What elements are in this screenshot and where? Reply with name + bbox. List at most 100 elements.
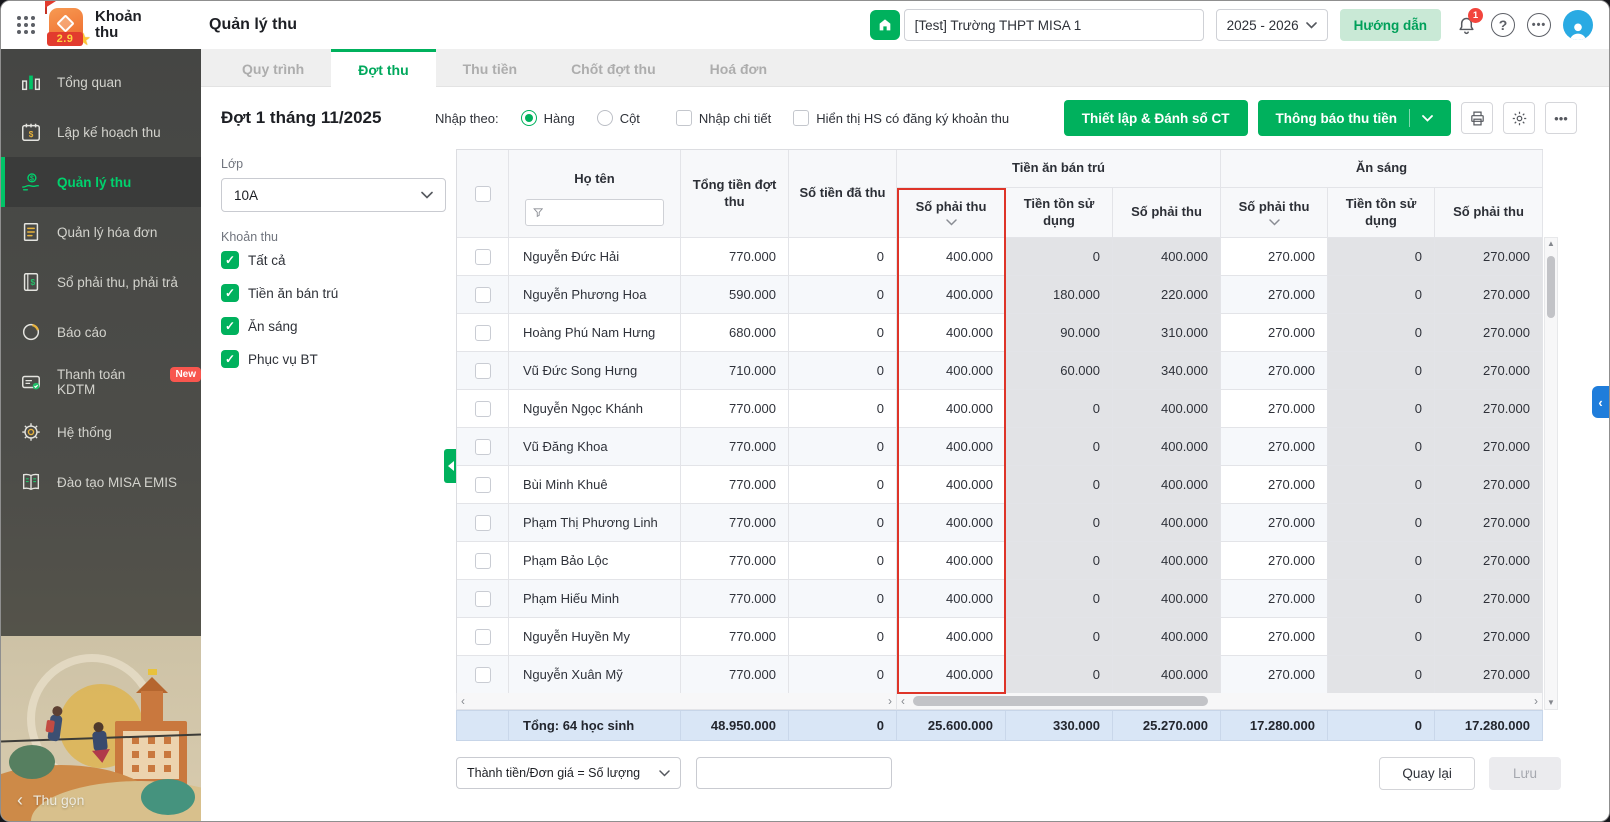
- tab-1[interactable]: Đợt thu: [331, 49, 436, 87]
- name-filter-box[interactable]: [525, 199, 664, 226]
- horizontal-scrollbar[interactable]: ‹ › ‹ ›: [456, 693, 1543, 710]
- amount-cell[interactable]: 270.000: [1221, 618, 1328, 656]
- sub-header-0-0[interactable]: Số phải thu: [897, 188, 1006, 238]
- row-checkbox[interactable]: [474, 400, 491, 417]
- scroll-right-icon[interactable]: ›: [1534, 694, 1538, 708]
- row-checkbox[interactable]: [474, 438, 491, 455]
- guide-button[interactable]: Hướng dẫn: [1339, 9, 1441, 41]
- sidebar-item-3[interactable]: Quản lý hóa đơn: [1, 207, 201, 257]
- settings-button[interactable]: [1503, 102, 1535, 134]
- sidebar-item-6[interactable]: Thanh toán KDTM New: [1, 357, 201, 407]
- amount-cell[interactable]: 270.000: [1221, 428, 1328, 466]
- amount-cell[interactable]: 770.000: [681, 618, 789, 656]
- scroll-down-icon[interactable]: ▼: [1547, 698, 1555, 707]
- amount-cell[interactable]: 400.000: [897, 580, 1006, 618]
- amount-cell[interactable]: 770.000: [681, 428, 789, 466]
- vertical-scrollbar[interactable]: ▲ ▼: [1544, 237, 1558, 710]
- scroll-up-icon[interactable]: ▲: [1547, 239, 1555, 248]
- amount-cell[interactable]: 400.000: [897, 504, 1006, 542]
- amount-cell[interactable]: 270.000: [1221, 656, 1328, 694]
- amount-cell[interactable]: 770.000: [681, 466, 789, 504]
- scroll-left-icon[interactable]: ‹: [461, 694, 465, 708]
- amount-cell[interactable]: 0: [789, 504, 897, 542]
- amount-cell[interactable]: 0: [789, 314, 897, 352]
- amount-cell[interactable]: 0: [789, 656, 897, 694]
- formula-selector[interactable]: Thành tiền/Đơn giá = Số lượng: [456, 757, 681, 789]
- amount-cell[interactable]: 270.000: [1221, 466, 1328, 504]
- sidebar-item-1[interactable]: $ Lập kế hoạch thu: [1, 107, 201, 157]
- sidebar-item-7[interactable]: Hệ thống: [1, 407, 201, 457]
- row-checkbox[interactable]: [474, 628, 491, 645]
- row-checkbox[interactable]: [474, 590, 491, 607]
- row-checkbox[interactable]: [474, 514, 491, 531]
- amount-cell[interactable]: 770.000: [681, 390, 789, 428]
- amount-cell[interactable]: 270.000: [1221, 276, 1328, 314]
- amount-cell[interactable]: 400.000: [897, 656, 1006, 694]
- amount-cell[interactable]: 0: [789, 352, 897, 390]
- amount-cell[interactable]: 770.000: [681, 542, 789, 580]
- row-checkbox[interactable]: [474, 666, 491, 683]
- radio-rows[interactable]: Hàng: [520, 110, 575, 126]
- amount-cell[interactable]: 400.000: [897, 542, 1006, 580]
- notify-payment-button[interactable]: Thông báo thu tiền: [1257, 100, 1451, 136]
- amount-cell[interactable]: 710.000: [681, 352, 789, 390]
- row-checkbox[interactable]: [474, 286, 491, 303]
- amount-cell[interactable]: 770.000: [681, 238, 789, 276]
- class-selector[interactable]: 10A: [221, 178, 446, 212]
- amount-cell[interactable]: 270.000: [1221, 238, 1328, 276]
- row-checkbox[interactable]: [474, 476, 491, 493]
- collapse-sidebar-button[interactable]: ‹ Thu gọn: [17, 791, 84, 809]
- sub-header-1-0[interactable]: Số phải thu: [1221, 188, 1328, 238]
- more-actions-button[interactable]: •••: [1545, 102, 1577, 134]
- registered-students-checkbox[interactable]: Hiển thị HS có đăng ký khoản thu: [793, 110, 1009, 126]
- sidebar-item-0[interactable]: Tổng quan: [1, 57, 201, 107]
- row-checkbox[interactable]: [474, 552, 491, 569]
- scrollbar-thumb[interactable]: [913, 696, 1208, 706]
- row-checkbox[interactable]: [474, 324, 491, 341]
- scrollbar-thumb[interactable]: [1547, 256, 1555, 318]
- row-checkbox[interactable]: [474, 362, 491, 379]
- more-icon[interactable]: •••: [1527, 13, 1551, 37]
- formula-input[interactable]: [696, 757, 892, 789]
- amount-cell[interactable]: 270.000: [1221, 580, 1328, 618]
- amount-cell[interactable]: 0: [789, 466, 897, 504]
- amount-cell[interactable]: 400.000: [897, 390, 1006, 428]
- amount-cell[interactable]: 0: [789, 276, 897, 314]
- select-all-checkbox[interactable]: [474, 185, 491, 202]
- home-button[interactable]: [869, 10, 900, 40]
- tab-3[interactable]: Chốt đợt thu: [571, 61, 656, 77]
- fee-option-2[interactable]: ✓ Ăn sáng: [221, 317, 446, 335]
- amount-cell[interactable]: 400.000: [897, 618, 1006, 656]
- sort-icon[interactable]: [945, 218, 957, 226]
- amount-cell[interactable]: 270.000: [1221, 390, 1328, 428]
- amount-cell[interactable]: 400.000: [897, 314, 1006, 352]
- amount-cell[interactable]: 270.000: [1221, 352, 1328, 390]
- app-logo-icon[interactable]: ★ 2.9: [45, 1, 91, 48]
- setup-number-button[interactable]: Thiết lập & Đánh số CT: [1063, 100, 1248, 136]
- amount-cell[interactable]: 400.000: [897, 276, 1006, 314]
- row-checkbox[interactable]: [474, 248, 491, 265]
- fee-option-3[interactable]: ✓ Phục vụ BT: [221, 350, 446, 368]
- name-filter-input[interactable]: [548, 204, 656, 221]
- fee-option-0[interactable]: ✓ Tất cả: [221, 251, 446, 269]
- amount-cell[interactable]: 0: [789, 390, 897, 428]
- amount-cell[interactable]: 400.000: [897, 238, 1006, 276]
- tab-4[interactable]: Hoá đơn: [709, 61, 768, 77]
- amount-cell[interactable]: 590.000: [681, 276, 789, 314]
- radio-columns[interactable]: Cột: [596, 110, 640, 126]
- scroll-left-icon[interactable]: ‹: [901, 694, 905, 708]
- fee-option-1[interactable]: ✓ Tiền ăn bán trú: [221, 284, 446, 302]
- amount-cell[interactable]: 0: [789, 618, 897, 656]
- sort-icon[interactable]: [1268, 218, 1280, 226]
- amount-cell[interactable]: 0: [789, 428, 897, 466]
- sidebar-item-4[interactable]: $ Sổ phải thu, phải trả: [1, 257, 201, 307]
- back-button[interactable]: Quay lại: [1379, 756, 1475, 790]
- tab-2[interactable]: Thu tiền: [462, 61, 518, 77]
- print-button[interactable]: [1461, 102, 1493, 134]
- amount-cell[interactable]: 0: [789, 238, 897, 276]
- school-selector[interactable]: [Test] Trường THPT MISA 1: [903, 9, 1204, 41]
- apps-grid-icon[interactable]: [15, 14, 37, 36]
- amount-cell[interactable]: 400.000: [897, 428, 1006, 466]
- notification-bell-icon[interactable]: 1: [1453, 8, 1483, 38]
- detail-checkbox[interactable]: Nhập chi tiết: [675, 110, 771, 126]
